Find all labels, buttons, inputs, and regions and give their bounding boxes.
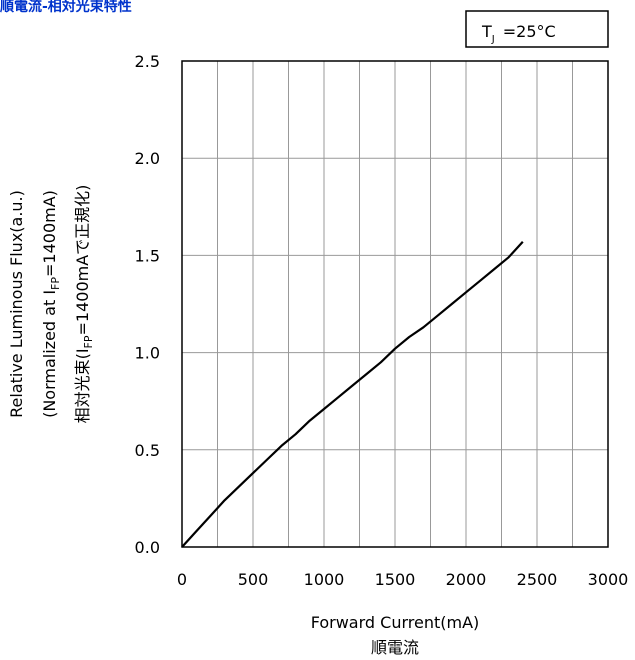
y-tick-label: 1.0 [135,344,160,363]
x-axis-label-jp: 順電流 [371,638,419,657]
grid [182,61,608,547]
y-axis-label-part: =1400mA) [40,190,59,277]
y-tick-label: 2.0 [135,149,160,168]
x-tick-label: 0 [177,570,187,589]
y-tick-label: 1.5 [135,246,160,265]
y-axis-label-part: Relative Luminous Flux(a.u.) [7,190,26,418]
x-tick-label: 1500 [375,570,416,589]
condition-sub: J [491,34,495,45]
y-tick-label: 0.5 [135,441,160,460]
condition-box: TJ =25°C [465,10,609,48]
y-tick-labels: 0.0 0.5 1.0 1.5 2.0 2.5 [135,52,160,557]
y-tick-label: 0.0 [135,538,160,557]
y-axis-label-1: Relative Luminous Flux(a.u.) [7,190,26,418]
x-tick-label: 2500 [517,570,558,589]
chart-title: 順電流-相対光束特性 [0,0,132,15]
series-line [181,241,524,548]
x-axis-label: Forward Current(mA) [311,613,480,632]
plot-area [181,60,609,548]
y-axis-label-3: 相対光束(IFP=1400mAで正規化) [73,185,95,424]
series-group [181,241,524,548]
x-tick-label: 3000 [588,570,629,589]
x-tick-labels: 0 500 1000 1500 2000 2500 3000 [177,570,628,589]
condition-label: TJ =25°C [481,22,556,45]
x-tick-label: 500 [238,570,269,589]
condition-rest: =25°C [503,22,556,41]
y-axis-label-part: 相対光束(I [73,348,92,423]
condition-main: T [481,22,492,41]
y-axis-label-2: (Normalized at IFP=1400mA) [40,190,62,418]
y-axis-label-subscript: FP [82,335,95,348]
y-axis-label-subscript: FP [49,277,62,290]
x-tick-label: 1000 [304,570,345,589]
y-tick-label: 2.5 [135,52,160,71]
y-axis-label-part: =1400mAで正規化) [73,185,92,336]
x-tick-label: 2000 [446,570,487,589]
y-axis-labels: Relative Luminous Flux(a.u.) (Normalized … [7,185,95,424]
condition-box-frame [465,10,609,48]
y-axis-label-part: (Normalized at I [40,290,59,418]
